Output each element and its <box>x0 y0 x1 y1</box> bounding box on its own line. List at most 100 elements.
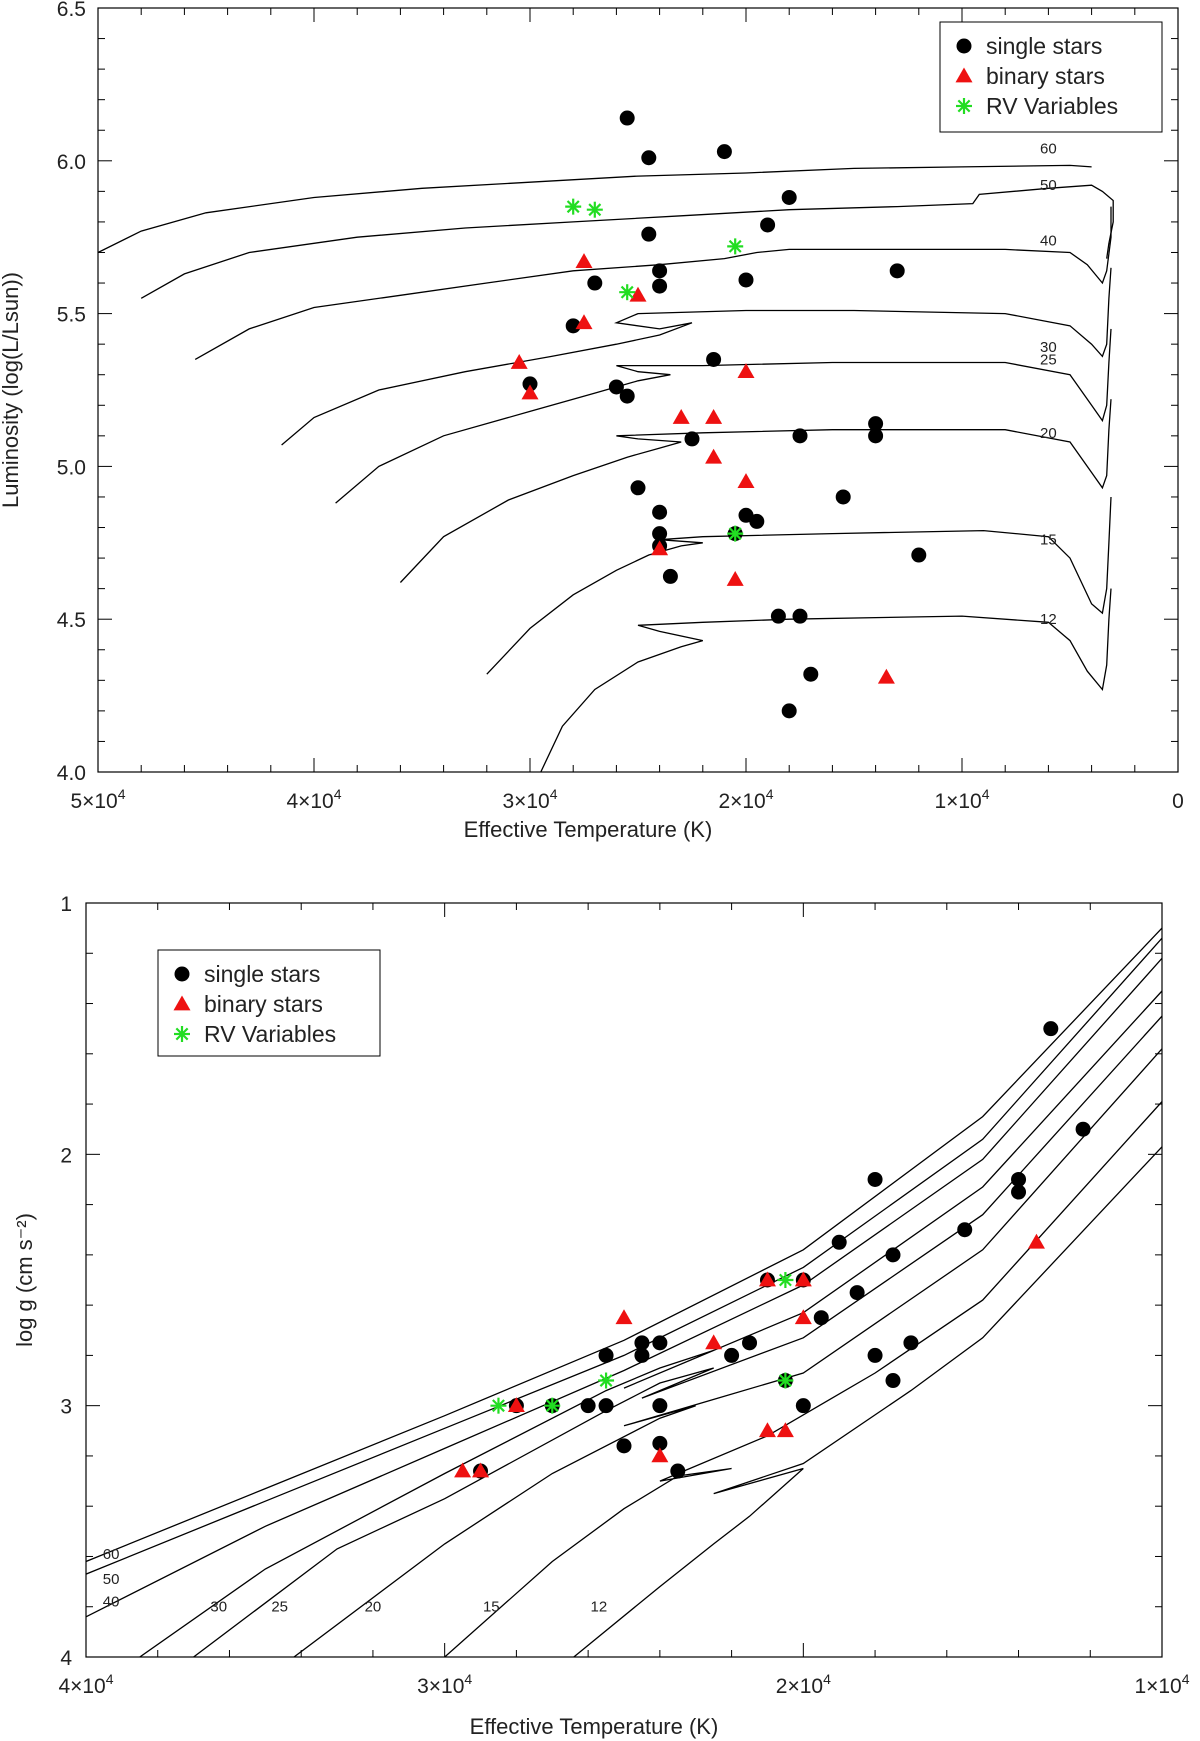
single-star-marker <box>662 568 678 584</box>
rv-variable-marker <box>956 98 972 114</box>
x-tick-mantissa: 1×10 <box>1134 1675 1181 1698</box>
y-tick-label: 1 <box>60 893 72 916</box>
single-star-marker <box>724 1347 740 1363</box>
legend: single stars binary stars RV Variables <box>939 21 1163 133</box>
single-star-marker <box>957 1222 973 1238</box>
single-star-marker <box>803 666 819 682</box>
rv-asterisk-stroke <box>566 200 580 214</box>
track-60msun <box>98 164 1092 254</box>
y-tick-label: 5.0 <box>57 456 86 479</box>
track-50msun <box>140 184 1114 299</box>
track-label-40: 40 <box>103 1594 120 1611</box>
single-star-marker <box>652 1335 668 1351</box>
single-star-marker <box>174 966 190 982</box>
track-label-25: 25 <box>1040 351 1057 368</box>
y-tick-label: 6.5 <box>57 0 86 21</box>
legend-label-rv: RV Variables <box>204 1021 336 1047</box>
rv-variable-marker <box>777 1372 794 1389</box>
single-star-marker <box>652 1435 668 1451</box>
track-label-12: 12 <box>1040 611 1057 628</box>
x-tick-mantissa: 4×10 <box>286 790 333 813</box>
binary-star-marker <box>705 409 723 424</box>
legend-label-binary: binary stars <box>204 991 323 1017</box>
x-axis-title: Effective Temperature (K) <box>470 1714 719 1739</box>
rv-asterisk-stroke <box>778 1374 792 1387</box>
rv-variable-marker <box>565 198 582 215</box>
binary-star-marker <box>454 1462 472 1478</box>
track-label-60: 60 <box>1040 141 1057 158</box>
single-star-marker <box>813 1310 829 1326</box>
single-star-marker <box>619 388 635 404</box>
single-star-marker <box>903 1335 919 1351</box>
plot-frame <box>85 902 1163 1658</box>
single-star-marker <box>792 608 808 624</box>
x-tick-exponent: 4 <box>106 1671 114 1687</box>
single-star-marker <box>770 608 786 624</box>
x-tick-label: 0 <box>1172 790 1184 813</box>
binary-star-marker <box>1027 1233 1045 1249</box>
binary-star-marker <box>629 286 647 302</box>
markers-group <box>454 1021 1091 1479</box>
x-axis-title: Effective Temperature (K) <box>464 817 713 842</box>
single-star-marker <box>608 379 624 395</box>
single-star-marker <box>1011 1184 1027 1200</box>
binary-star-marker <box>794 1271 812 1287</box>
x-tick-mantissa: 5×10 <box>70 790 117 813</box>
track-label-30: 30 <box>1040 339 1057 356</box>
track-label-20: 20 <box>1040 425 1057 442</box>
binary-star-marker <box>507 1397 525 1413</box>
y-axis-title: log g (cm s⁻²) <box>12 1213 37 1347</box>
x-tick-mantissa: 1×10 <box>934 790 981 813</box>
binary-star-marker <box>737 473 755 489</box>
track-40msun <box>194 206 1112 360</box>
track-label-40: 40 <box>1040 232 1057 249</box>
rv-variable-marker <box>586 201 603 218</box>
track-label-30: 30 <box>210 1599 227 1616</box>
binary-star-marker <box>472 1462 490 1478</box>
rv-variable-marker <box>619 284 636 301</box>
binary-star-marker <box>955 67 973 83</box>
binary-star-marker <box>521 384 539 400</box>
single-star-marker <box>630 480 646 496</box>
rv-asterisk-stroke <box>728 527 742 541</box>
x-tick-label: 2×104 <box>718 786 773 813</box>
single-star-marker <box>868 416 884 432</box>
binary-star-marker <box>758 1271 776 1287</box>
y-tick-label: 4 <box>60 1647 72 1670</box>
single-star-marker <box>956 38 972 54</box>
single-star-marker <box>619 110 635 126</box>
single-star-marker <box>781 703 797 719</box>
x-tick-exponent: 4 <box>766 786 774 802</box>
track-label-20: 20 <box>365 1599 382 1616</box>
single-star-marker <box>849 1285 865 1301</box>
legend-label-binary: binary stars <box>986 63 1105 89</box>
x-tick-mantissa: 0 <box>1172 790 1184 813</box>
single-star-marker <box>598 1398 614 1414</box>
binary-star-marker <box>672 409 690 424</box>
rv-variable-marker <box>727 238 744 255</box>
x-tick-exponent: 4 <box>550 786 558 802</box>
single-star-marker <box>634 1347 650 1363</box>
rv-variable-marker <box>544 1397 561 1414</box>
y-tick-label: 2 <box>60 1144 72 1167</box>
single-star-marker <box>867 1347 883 1363</box>
tracks-group <box>98 164 1114 772</box>
track-25msun <box>193 1015 1162 1657</box>
single-star-marker <box>885 1247 901 1263</box>
y-tick-label: 5.5 <box>57 304 86 327</box>
x-tick-label: 3×104 <box>502 786 557 813</box>
track-40msun <box>86 957 1162 1618</box>
single-star-marker <box>684 431 700 447</box>
x-tick-mantissa: 2×10 <box>718 790 765 813</box>
legend-label-rv: RV Variables <box>986 93 1118 119</box>
single-star-marker <box>795 1398 811 1414</box>
binary-star-marker <box>651 1447 669 1463</box>
y-tick-label: 6.0 <box>57 151 86 174</box>
rv-variable-marker <box>490 1397 507 1414</box>
track-15msun <box>486 496 1112 675</box>
track-label-15: 15 <box>1040 532 1057 549</box>
y-tick-label: 4.5 <box>57 609 86 632</box>
binary-star-marker <box>651 540 669 556</box>
single-star-marker <box>652 278 668 294</box>
